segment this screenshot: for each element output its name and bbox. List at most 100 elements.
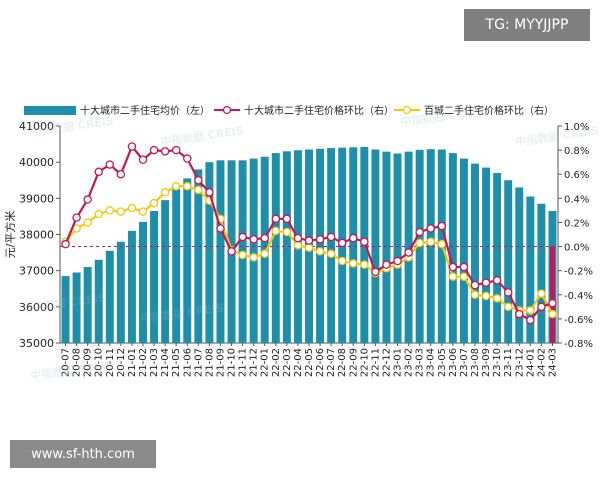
x-axis-tick-label: 20-11 bbox=[105, 348, 116, 377]
price-bar bbox=[404, 151, 413, 343]
hundred-city-mom-marker bbox=[260, 249, 269, 259]
price-bar bbox=[526, 196, 535, 343]
ten-city-mom-marker bbox=[83, 195, 92, 204]
x-axis-tick-label: 23-06 bbox=[448, 348, 459, 377]
legend-line2-marker bbox=[402, 105, 412, 115]
ten-city-mom-marker bbox=[492, 276, 502, 285]
legend-bar-swatch bbox=[24, 106, 76, 115]
hundred-city-mom-marker bbox=[249, 253, 258, 262]
price-bar bbox=[249, 158, 258, 343]
left-axis-title: 元/平方米 bbox=[3, 211, 17, 259]
ten-city-mom-marker bbox=[127, 142, 137, 151]
ten-city-mom-marker bbox=[337, 238, 347, 248]
ten-city-mom-marker bbox=[183, 154, 192, 163]
hundred-city-mom-marker bbox=[470, 290, 480, 300]
price-bar bbox=[537, 203, 546, 343]
x-axis-tick-label: 23-11 bbox=[503, 348, 514, 377]
price-bar bbox=[382, 151, 391, 343]
x-axis-tick-label: 24-02 bbox=[536, 348, 547, 377]
ten-city-mom-marker bbox=[526, 315, 535, 325]
price-bar bbox=[327, 148, 336, 343]
x-axis-tick-label: 22-09 bbox=[348, 348, 359, 377]
hundred-city-mom-marker bbox=[116, 207, 126, 216]
hundred-city-mom-marker bbox=[503, 302, 513, 312]
ten-city-mom-marker bbox=[515, 309, 524, 319]
price-bar bbox=[105, 250, 114, 343]
hundred-city-mom-marker bbox=[83, 218, 92, 227]
x-axis-tick-label: 23-04 bbox=[426, 348, 437, 377]
hundred-city-mom-marker bbox=[138, 207, 148, 216]
ten-city-mom-marker bbox=[271, 214, 281, 224]
legend-line1-marker bbox=[222, 105, 232, 115]
x-axis-tick-label: 23-05 bbox=[437, 348, 448, 377]
hundred-city-mom-marker bbox=[337, 256, 347, 266]
price-bar bbox=[61, 276, 70, 343]
ten-city-mom-marker bbox=[205, 188, 214, 197]
price-bar bbox=[205, 162, 214, 343]
price-bar bbox=[504, 180, 513, 343]
hundred-city-mom-marker bbox=[349, 259, 358, 268]
price-bar bbox=[150, 210, 159, 343]
hundred-city-mom-marker bbox=[526, 306, 535, 315]
ten-city-mom-marker bbox=[470, 280, 480, 290]
hundred-city-mom-marker bbox=[282, 227, 292, 237]
right-axis-tick-label: 0.2% bbox=[564, 218, 589, 229]
left-axis-tick-label: 37000 bbox=[19, 265, 54, 278]
x-axis-tick-label: 22-12 bbox=[381, 348, 392, 377]
hundred-city-mom-marker bbox=[149, 198, 159, 208]
ten-city-mom-marker bbox=[503, 288, 513, 297]
ten-city-mom-marker bbox=[260, 233, 269, 243]
ten-city-mom-marker bbox=[326, 232, 336, 242]
x-axis-tick-label: 22-03 bbox=[282, 348, 293, 377]
hundred-city-mom-marker bbox=[415, 238, 424, 248]
x-axis-tick-label: 23-01 bbox=[393, 348, 404, 377]
right-axis-tick-label: 1.0% bbox=[564, 122, 589, 133]
x-axis-tick-label: 20-12 bbox=[116, 348, 127, 377]
price-bar bbox=[139, 221, 147, 343]
ten-city-mom-marker bbox=[393, 256, 402, 266]
right-axis-tick-label: 0.0% bbox=[564, 243, 589, 254]
x-axis-tick-label: 24-03 bbox=[547, 348, 558, 377]
x-axis-tick-label: 24-01 bbox=[525, 348, 536, 377]
hundred-city-mom-marker bbox=[160, 188, 170, 197]
price-bar bbox=[183, 178, 192, 343]
price-bar bbox=[426, 149, 435, 343]
ten-city-mom-marker bbox=[448, 262, 458, 272]
x-axis-tick-label: 23-07 bbox=[459, 348, 470, 377]
ten-city-mom-marker bbox=[459, 262, 469, 272]
ten-city-mom-marker bbox=[382, 260, 391, 269]
price-bar bbox=[271, 153, 280, 343]
x-axis-tick-label: 22-04 bbox=[293, 348, 304, 377]
hundred-city-mom-marker bbox=[360, 260, 369, 269]
ten-city-mom-marker bbox=[404, 248, 413, 257]
x-axis-tick-label: 20-09 bbox=[83, 348, 94, 377]
ten-city-mom-marker bbox=[315, 235, 325, 244]
right-axis-tick-label: -0.4% bbox=[564, 291, 593, 302]
x-axis-tick-label: 22-05 bbox=[304, 348, 315, 377]
price-bar bbox=[116, 241, 125, 343]
right-axis-tick-label: 0.6% bbox=[564, 170, 589, 181]
x-axis-tick-label: 23-08 bbox=[470, 348, 481, 377]
ten-city-mom-marker bbox=[227, 247, 236, 256]
hundred-city-mom-marker bbox=[105, 206, 115, 215]
hundred-city-mom-marker bbox=[459, 272, 469, 281]
left-axis-tick-label: 39000 bbox=[19, 192, 54, 205]
ten-city-mom-marker bbox=[437, 221, 447, 231]
x-axis-tick-label: 23-10 bbox=[492, 348, 503, 377]
legend-line1-label: 十大城市二手住宅价格环比（右） bbox=[244, 104, 394, 117]
x-axis-tick-label: 21-05 bbox=[171, 348, 182, 377]
left-axis-tick-label: 35000 bbox=[19, 337, 54, 350]
left-axis-tick-label: 36000 bbox=[19, 301, 54, 314]
price-bar bbox=[471, 163, 479, 343]
ten-city-mom-marker bbox=[238, 232, 247, 242]
x-axis-tick-label: 21-09 bbox=[215, 348, 226, 377]
x-axis-tick-label: 21-08 bbox=[204, 348, 215, 377]
x-axis-tick-label: 20-10 bbox=[94, 348, 105, 377]
latest-period-highlight bbox=[549, 246, 555, 343]
website-url-label: www.sf-hth.com bbox=[10, 440, 156, 468]
price-bar bbox=[493, 173, 502, 343]
ten-city-mom-marker bbox=[94, 167, 103, 177]
ten-city-mom-marker bbox=[481, 278, 491, 287]
ten-city-mom-marker bbox=[249, 235, 258, 244]
x-axis-tick-label: 22-01 bbox=[260, 348, 271, 377]
